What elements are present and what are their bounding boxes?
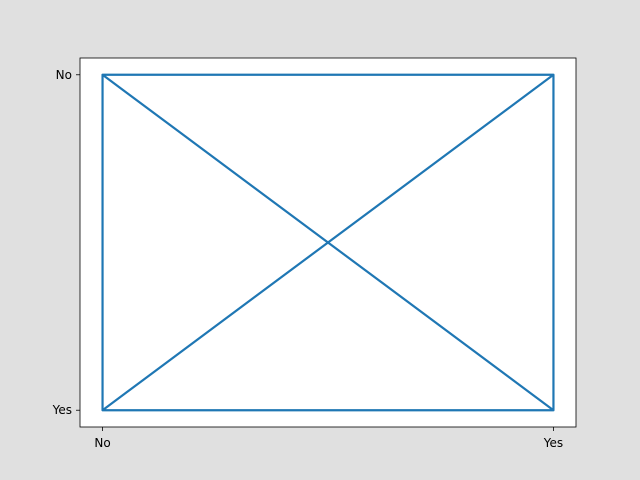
y-tick-label: No <box>56 68 72 82</box>
y-tick-label: Yes <box>52 403 72 417</box>
axes-frame <box>79 57 577 428</box>
x-tick-label: Yes <box>543 436 563 450</box>
data-line <box>101 73 555 412</box>
x-tick-label: No <box>94 436 110 450</box>
